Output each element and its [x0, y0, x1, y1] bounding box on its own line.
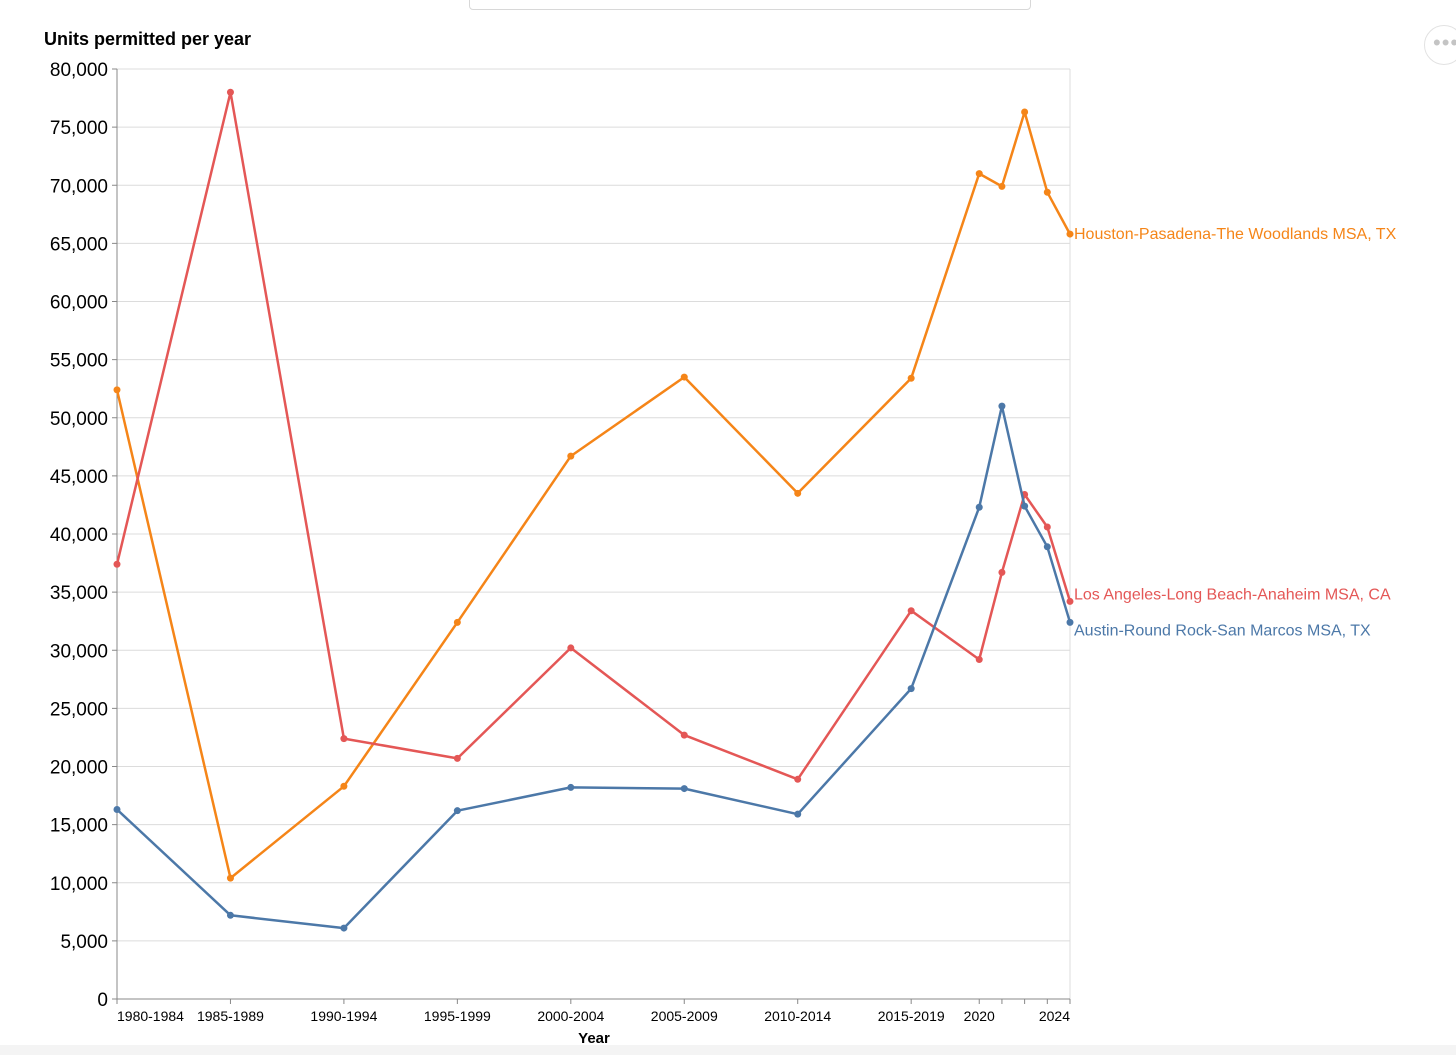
series-line: [115, 110, 1072, 880]
y-tick-label: 5,000: [60, 932, 108, 953]
y-tick-label: 30,000: [50, 641, 108, 662]
series: [113, 108, 1074, 882]
data-point[interactable]: [226, 874, 234, 882]
more-options-button[interactable]: •••: [1424, 25, 1456, 65]
y-tick-label: 0: [97, 990, 108, 1011]
series-label: Austin-Round Rock-San Marcos MSA, TX: [1074, 622, 1371, 639]
y-tick-label: 25,000: [50, 699, 108, 720]
y-tick-label: 70,000: [50, 176, 108, 197]
x-tick-label: 1980-1984: [117, 1008, 184, 1024]
data-point[interactable]: [1021, 502, 1029, 510]
data-point[interactable]: [1043, 543, 1051, 551]
data-point[interactable]: [907, 374, 915, 382]
x-tick-label: 2005-2009: [651, 1008, 718, 1024]
data-point[interactable]: [1043, 523, 1051, 531]
data-point[interactable]: [794, 810, 802, 818]
y-tick-label: 35,000: [50, 583, 108, 604]
y-tick-label: 65,000: [50, 234, 108, 255]
data-point[interactable]: [113, 560, 121, 568]
y-axis-ticks: 0 5,000 10,000 15,000 20,000 25,000 30,000 35,0…: [50, 60, 117, 1011]
y-tick-label: 80,000: [50, 60, 108, 81]
data-point[interactable]: [1043, 188, 1051, 196]
series-label: Houston-Pasadena-The Woodlands MSA, TX: [1074, 226, 1397, 243]
data-point[interactable]: [226, 88, 234, 96]
series-labels: Houston-Pasadena-The Woodlands MSA, TX Lo…: [1074, 226, 1397, 639]
x-tick-label: 2000-2004: [537, 1008, 604, 1024]
data-point[interactable]: [975, 656, 983, 664]
series: [113, 402, 1074, 932]
data-point[interactable]: [907, 685, 915, 693]
data-point[interactable]: [226, 911, 234, 919]
data-point[interactable]: [113, 806, 121, 814]
data-point[interactable]: [453, 754, 461, 762]
data-point[interactable]: [680, 785, 688, 793]
data-point[interactable]: [453, 618, 461, 626]
y-tick-label: 50,000: [50, 409, 108, 430]
x-axis-ticks: 1980-1984 1985-1989 1990-1994 1995-1999 2000…: [116, 999, 1071, 1024]
data-point[interactable]: [907, 607, 915, 615]
series: [113, 88, 1074, 783]
data-point[interactable]: [340, 782, 348, 790]
x-tick-label: 1985-1989: [197, 1008, 264, 1024]
y-tick-label: 45,000: [50, 467, 108, 488]
data-point[interactable]: [998, 402, 1006, 410]
series-line: [115, 91, 1072, 781]
series-line: [116, 404, 1072, 930]
data-point[interactable]: [567, 452, 575, 460]
y-tick-label: 15,000: [50, 816, 108, 837]
top-input-box[interactable]: [469, 0, 1031, 10]
data-point[interactable]: [1021, 108, 1029, 116]
ellipsis-icon: •••: [1433, 30, 1456, 55]
y-tick-label: 55,000: [50, 351, 108, 372]
x-tick-label: 2024: [1039, 1008, 1070, 1024]
bottom-scroll-area: [0, 1045, 1456, 1055]
axes: [116, 69, 1071, 1000]
y-tick-label: 20,000: [50, 758, 108, 779]
data-point[interactable]: [794, 775, 802, 783]
data-point[interactable]: [113, 386, 121, 394]
x-tick-label: 2020: [964, 1008, 995, 1024]
grid-lines: [117, 68, 1070, 1000]
data-point[interactable]: [975, 503, 983, 511]
data-point[interactable]: [1066, 618, 1074, 626]
data-point[interactable]: [340, 735, 348, 743]
series-group: [113, 88, 1074, 932]
x-tick-label: 1990-1994: [310, 1008, 377, 1024]
y-tick-label: 10,000: [50, 874, 108, 895]
x-tick-label: 1995-1999: [424, 1008, 491, 1024]
data-point[interactable]: [975, 170, 983, 178]
data-point[interactable]: [1066, 230, 1074, 238]
data-point[interactable]: [794, 489, 802, 497]
data-point[interactable]: [998, 182, 1006, 190]
data-point[interactable]: [567, 783, 575, 791]
y-tick-label: 40,000: [50, 525, 108, 546]
data-point[interactable]: [998, 568, 1006, 576]
data-point[interactable]: [1066, 597, 1074, 605]
x-tick-label: 2010-2014: [764, 1008, 831, 1024]
series-label: Los Angeles-Long Beach-Anaheim MSA, CA: [1074, 586, 1391, 603]
x-tick-label: 2015-2019: [878, 1008, 945, 1024]
y-tick-label: 75,000: [50, 118, 108, 139]
data-point[interactable]: [567, 644, 575, 652]
x-axis-title: Year: [578, 1030, 610, 1047]
data-point[interactable]: [680, 373, 688, 381]
data-point[interactable]: [453, 807, 461, 815]
chart-title: Units permitted per year: [44, 29, 251, 49]
data-point[interactable]: [680, 731, 688, 739]
data-point[interactable]: [340, 924, 348, 932]
y-tick-label: 60,000: [50, 293, 108, 314]
